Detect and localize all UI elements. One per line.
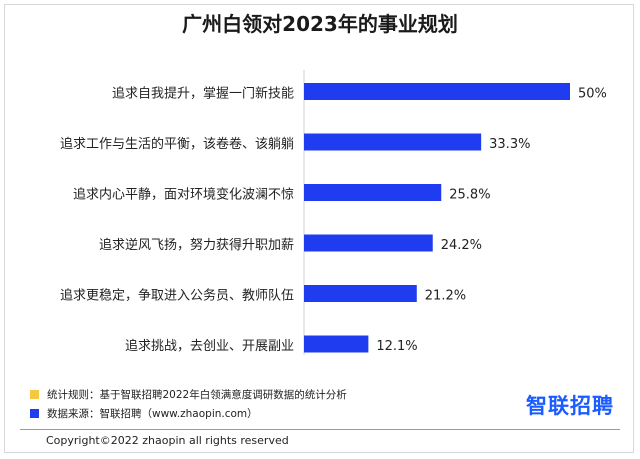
value-label: 33.3%	[489, 137, 530, 152]
notes: 统计规则：基于智联招聘2022年白领满意度调研数据的统计分析 数据来源：智联招聘…	[30, 385, 347, 423]
category-label: 追求逆风飞扬，努力获得升职加薪	[99, 237, 294, 253]
bar-chart: 追求自我提升，掌握一门新技能 50% 追求工作与生活的平衡，该卷卷、该躺躺 33.3%…	[60, 70, 607, 355]
note-rule-swatch	[30, 390, 39, 399]
footer-divider	[20, 429, 620, 430]
zhaopin-logo: 智联招聘	[526, 394, 614, 418]
bar	[304, 335, 369, 353]
bar	[304, 234, 433, 252]
note-rule: 统计规则：基于智联招聘2022年白领满意度调研数据的统计分析	[30, 385, 347, 404]
note-source-text: 数据来源：智联招聘（www.zhaopin.com）	[47, 408, 258, 420]
chart-title: 广州白领对2023年的事业规划	[182, 12, 458, 36]
note-rule-text: 统计规则：基于智联招聘2022年白领满意度调研数据的统计分析	[47, 389, 347, 401]
value-label: 21.2%	[425, 289, 466, 304]
category-label: 追求自我提升，掌握一门新技能	[112, 86, 294, 102]
note-source-swatch	[30, 409, 39, 418]
bar	[304, 133, 482, 151]
bars-group: 追求自我提升，掌握一门新技能 50% 追求工作与生活的平衡，该卷卷、该躺躺 33.3%…	[60, 83, 607, 354]
value-label: 25.8%	[449, 188, 490, 203]
note-source: 数据来源：智联招聘（www.zhaopin.com）	[30, 404, 347, 423]
bar	[304, 184, 442, 201]
category-label: 追求挑战，去创业、开展副业	[125, 338, 294, 354]
category-label: 追求工作与生活的平衡，该卷卷、该躺躺	[60, 136, 294, 152]
value-label: 12.1%	[376, 339, 417, 354]
value-label: 50%	[578, 87, 607, 102]
category-label: 追求内心平静，面对环境变化波澜不惊	[73, 187, 294, 203]
bar	[304, 83, 570, 100]
value-label: 24.2%	[441, 238, 482, 253]
copyright-text: Copyright©2022 zhaopin all rights reserv…	[46, 434, 289, 447]
category-label: 追求更稳定，争取进入公务员、教师队伍	[60, 288, 294, 304]
chart-frame	[4, 4, 634, 453]
bar	[304, 285, 417, 302]
